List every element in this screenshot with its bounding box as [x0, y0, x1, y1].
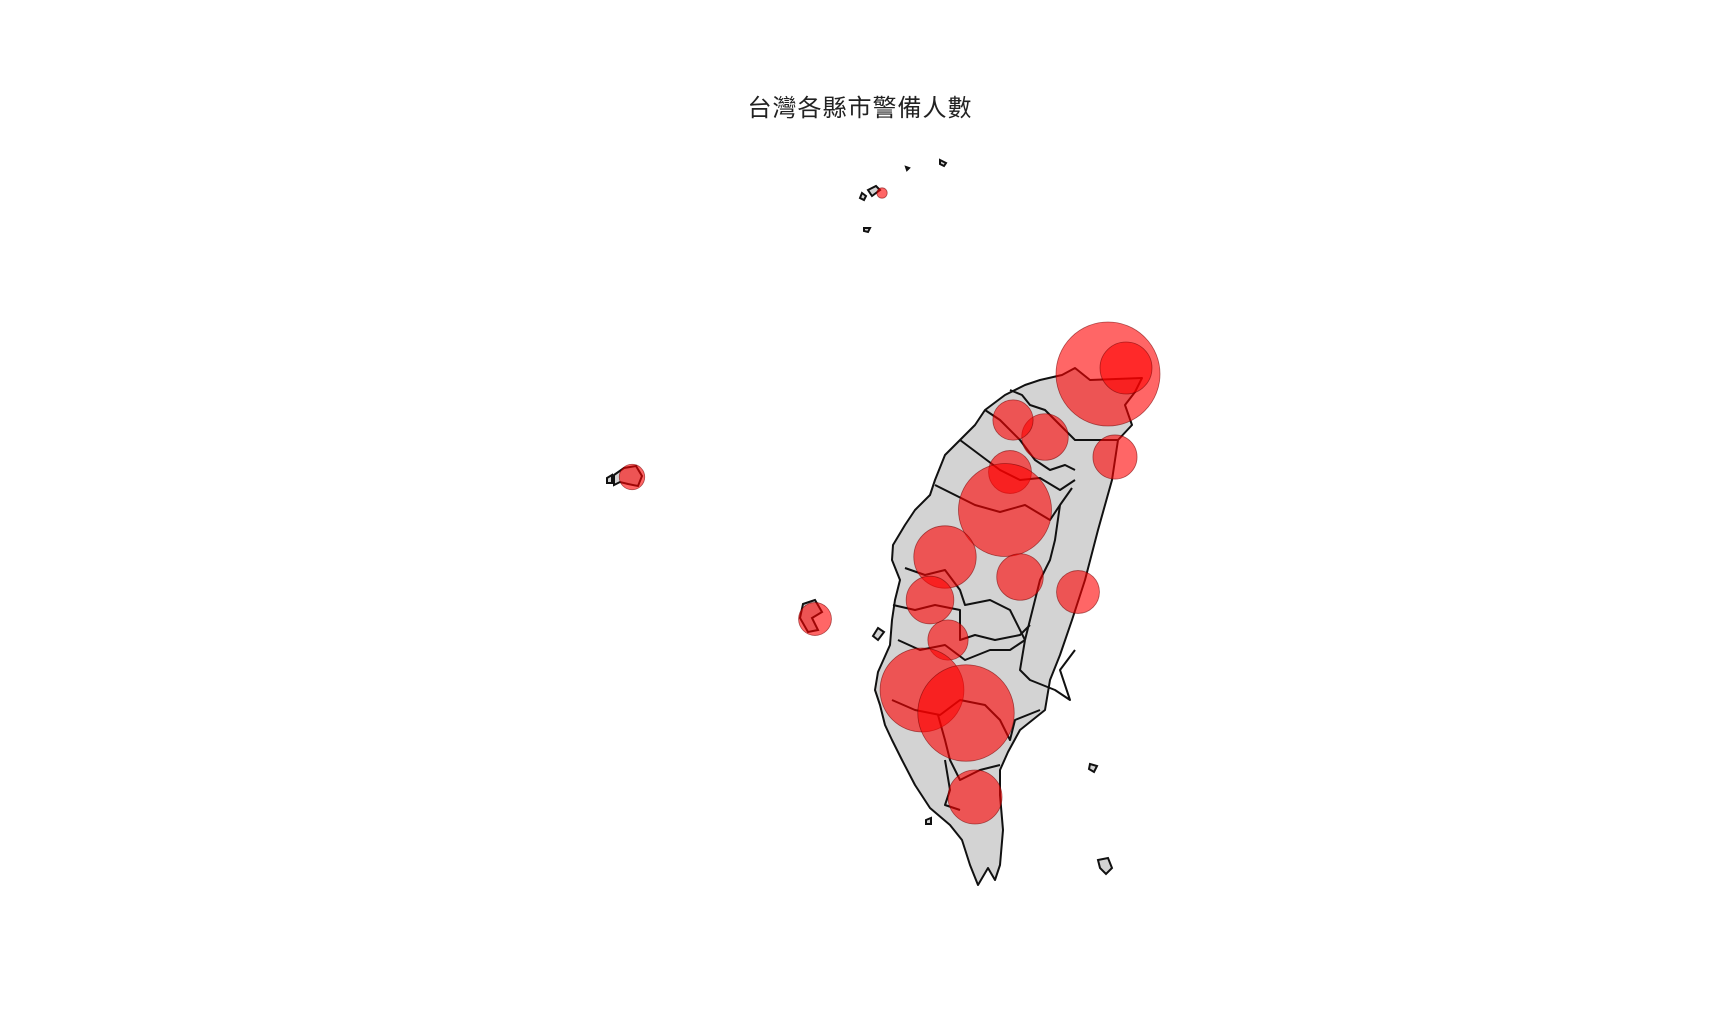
penghu-islet-2	[871, 626, 886, 642]
map-title: 台灣各縣市警備人數	[747, 94, 973, 122]
liuqiu-island	[925, 816, 932, 825]
matsu-islet-3	[939, 158, 948, 168]
bubble-hualien	[1056, 570, 1100, 614]
orchid-island	[1096, 856, 1114, 876]
bubble-kinmen	[618, 463, 646, 491]
border-south-2	[1019, 639, 1076, 701]
matsu-islet-2	[858, 191, 868, 202]
bubble-keelung	[1099, 341, 1153, 395]
bubble-lienchiang	[876, 187, 888, 199]
bubble-yilan	[1092, 434, 1138, 480]
bubble-yunlin	[905, 575, 955, 625]
bubble-layer	[618, 187, 1161, 825]
taiwan-main-island	[874, 367, 1143, 886]
bubble-pingtung	[947, 769, 1003, 825]
matsu-islet-5	[863, 227, 872, 234]
bubble-kaohsiung	[917, 664, 1015, 762]
bubble-hsinchu	[992, 399, 1034, 441]
matsu-islet-4	[904, 165, 911, 172]
bubble-nantou	[996, 553, 1044, 601]
bubble-taichung	[958, 463, 1052, 557]
green-island	[1087, 762, 1099, 774]
kinmen-islet	[606, 473, 613, 484]
bubble-penghu	[798, 602, 832, 636]
